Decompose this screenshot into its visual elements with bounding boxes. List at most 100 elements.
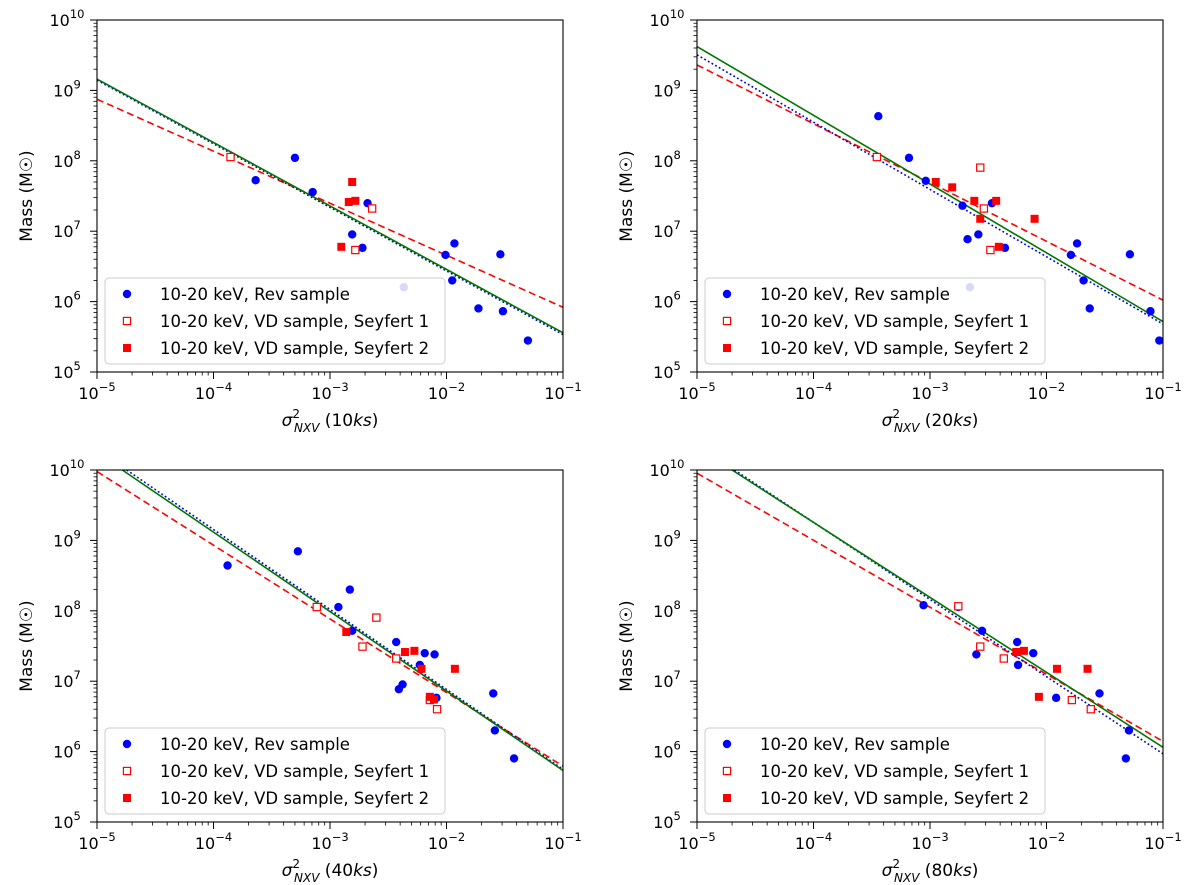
fit-line-dotted	[697, 54, 1163, 325]
x-tick-label: 10−1	[544, 830, 581, 853]
x-tick-label: 10−5	[78, 830, 115, 853]
y-tick-label: 106	[53, 739, 81, 762]
plot-frame	[96, 469, 564, 823]
seyfert2-point	[976, 214, 985, 223]
legend-box	[104, 727, 446, 815]
legend-label: 10-20 keV, VD sample, Seyfert 2	[160, 339, 429, 358]
plot-frame	[96, 19, 564, 373]
rev-sample-point	[223, 561, 232, 570]
y-tick-label: 108	[53, 148, 81, 171]
seyfert1-point	[999, 654, 1008, 663]
seyfert2-point	[948, 183, 957, 192]
rev-sample-point	[904, 153, 914, 163]
seyfert2-point	[351, 196, 360, 205]
rev-sample-point	[1079, 276, 1088, 285]
x-tick-label: 10−2	[428, 380, 465, 403]
rev-sample-point	[958, 201, 967, 210]
x-axis-label: σ2 NXV (40ks)	[282, 857, 379, 885]
x-tick-label: 10−2	[428, 830, 465, 853]
seyfert2-point	[1083, 664, 1092, 673]
y-tick-label: 107	[53, 218, 81, 241]
fit-lines	[697, 470, 1163, 755]
y-tick-label: 108	[653, 598, 681, 621]
x-axis-label: σ2 NXV (20ks)	[882, 407, 979, 435]
seyfert1-point	[391, 654, 401, 663]
x-tick-label: 10−5	[78, 380, 115, 403]
legend-open-square-icon	[722, 766, 732, 776]
x-axis-label: σ2 NXV (10ks)	[282, 407, 379, 435]
y-tick-label: 106	[53, 289, 81, 312]
rev-sample-point	[430, 650, 439, 659]
rev-sample-point	[474, 304, 483, 313]
seyfert1-point	[986, 245, 995, 255]
seyfert2-point	[348, 177, 357, 186]
fit-lines	[97, 470, 563, 772]
rev-sample-point	[1013, 660, 1023, 670]
seyfert1-point	[351, 245, 360, 255]
rev-sample-point	[1155, 336, 1164, 345]
y-tick-label: 107	[653, 668, 681, 691]
seyfert2-point	[400, 647, 409, 656]
seyfert1-point	[976, 642, 985, 651]
rev-sample-point	[1146, 307, 1155, 316]
rev-sample-point	[1012, 637, 1022, 647]
legend-filled-square-icon	[723, 794, 731, 802]
legend-label: 10-20 keV, VD sample, Seyfert 2	[160, 789, 429, 808]
fit-line-solid	[697, 45, 1163, 323]
rev-sample-point	[358, 243, 367, 253]
rev-sample-point	[450, 239, 459, 248]
x-tick-label: 10−2	[1028, 830, 1065, 853]
legend-filled-square-icon	[723, 344, 731, 352]
rev-sample-point	[1121, 754, 1131, 763]
chart-panel-3: 10−5 10−4 10−3 10−2 10−1 105 106 107 108 109 1010 1…	[17, 457, 582, 885]
seyfert2-point	[410, 646, 419, 655]
x-tick-label: 10−4	[195, 830, 232, 853]
rev-sample-point	[1051, 693, 1061, 703]
x-tick-label: 10−2	[1028, 380, 1065, 403]
x-tick-label: 10−1	[1144, 380, 1181, 403]
chart-panel-4: 10−5 10−4 10−3 10−2 10−1 105 106 107 108 109 1010 1…	[617, 457, 1182, 885]
y-tick-label: 108	[653, 148, 681, 171]
legend-label: 10-20 keV, VD sample, Seyfert 2	[760, 339, 1029, 358]
legend-label: 10-20 keV, VD sample, Seyfert 1	[160, 762, 429, 781]
rev-sample-point	[509, 754, 519, 763]
plot-frame	[696, 19, 1164, 373]
x-tick-label: 10−4	[195, 380, 232, 403]
rev-sample-point	[921, 176, 930, 185]
y-tick-label: 1010	[50, 457, 85, 480]
seyfert2-point	[1019, 646, 1028, 655]
seyfert1-point	[976, 163, 985, 172]
x-tick-label: 10−1	[1144, 830, 1181, 853]
rev-sample-point	[490, 726, 500, 735]
seyfert2-point	[425, 692, 434, 701]
x-axis-label: σ2 NXV (80ks)	[882, 857, 979, 885]
seyfert1-point	[872, 152, 882, 162]
y-tick-label: 105	[653, 809, 681, 832]
y-tick-label: 105	[653, 359, 681, 382]
legend-label: 10-20 keV, VD sample, Seyfert 1	[760, 312, 1029, 331]
fit-line-dotted	[97, 79, 563, 336]
rev-sample-point	[334, 602, 343, 612]
legend-label: 10-20 keV, VD sample, Seyfert 1	[760, 762, 1029, 781]
y-tick-label: 105	[53, 359, 81, 382]
fit-line-solid	[731, 470, 1163, 748]
seyfert1-point	[372, 613, 381, 622]
y-axis-label: Mass (M☉)	[17, 150, 37, 241]
rev-sample-point	[398, 680, 407, 689]
seyfert1-point	[312, 602, 321, 612]
rev-sample-point	[1125, 250, 1135, 259]
seyfert1-point	[226, 152, 235, 162]
legend-label: 10-20 keV, Rev sample	[160, 285, 350, 304]
fit-lines	[697, 45, 1163, 325]
seyfert2-point	[1052, 664, 1061, 673]
legend-circle-icon	[722, 739, 732, 749]
rev-sample-point	[523, 336, 533, 345]
y-tick-label: 109	[653, 527, 681, 550]
legend-circle-icon	[122, 739, 132, 749]
seyfert2-point	[342, 627, 351, 636]
legend-label: 10-20 keV, Rev sample	[760, 735, 950, 754]
seyfert1-point	[1067, 695, 1077, 705]
y-axis-label: Mass (M☉)	[617, 600, 637, 691]
x-tick-label: 10−4	[795, 830, 832, 853]
seyfert1-point	[979, 204, 989, 213]
